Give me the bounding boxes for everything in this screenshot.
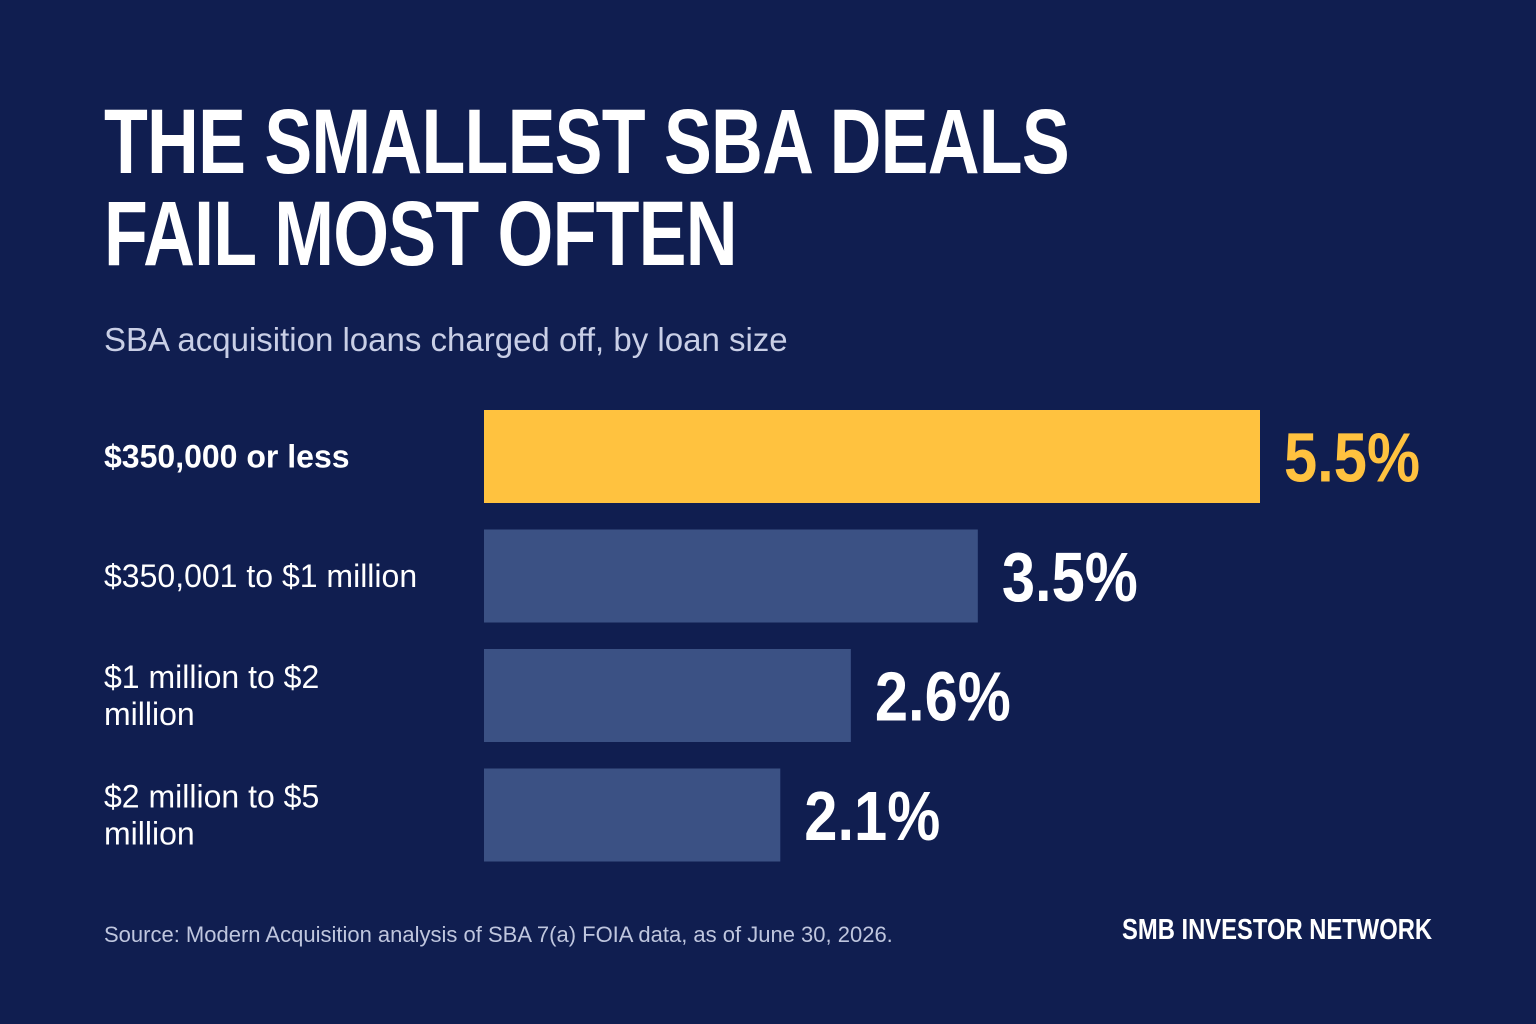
category-label-4: $2 million to $5 million xyxy=(104,779,319,852)
bar-4 xyxy=(484,768,781,862)
value-label-1: 5.5% xyxy=(1284,419,1420,497)
brand-logo: SMB INVESTOR NETWORK xyxy=(1121,914,1432,946)
category-label-1: $350,000 or less xyxy=(104,439,350,475)
value-label-3: 2.6% xyxy=(875,658,1011,736)
chart-subtitle: SBA acquisition loans charged off, by lo… xyxy=(104,321,788,358)
value-label-4: 2.1% xyxy=(804,777,940,855)
bar-3 xyxy=(484,649,851,742)
source-note: Source: Modern Acquisition analysis of S… xyxy=(104,922,893,947)
value-label-2: 3.5% xyxy=(1002,538,1138,616)
bar-2 xyxy=(484,529,978,623)
chart-title: THE SMALLEST SBA DEALS FAIL MOST OFTEN xyxy=(104,91,1070,285)
category-label-2: $350,001 to $1 million xyxy=(104,558,417,594)
bar-1 xyxy=(484,410,1260,503)
category-label-3: $1 million to $2 million xyxy=(104,659,319,732)
